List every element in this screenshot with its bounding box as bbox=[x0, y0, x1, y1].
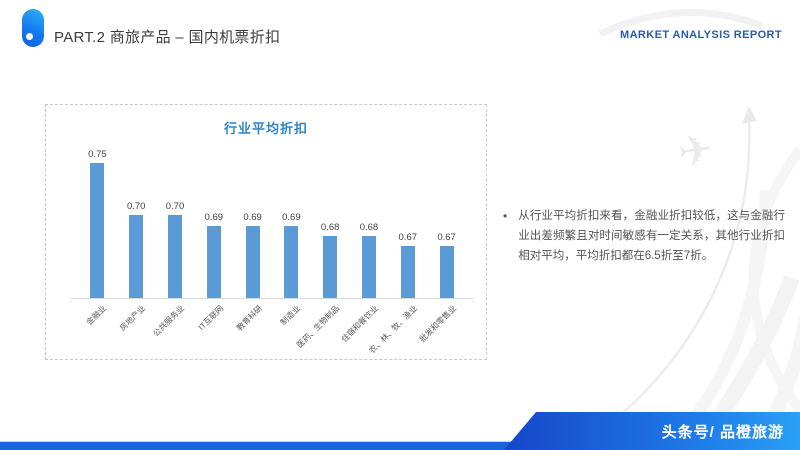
footer-source-label: 头条号/ 品橙旅游 bbox=[661, 423, 784, 441]
bar-value-label: 0.67 bbox=[398, 232, 418, 243]
bar-column: 0.68 医药、生物制品 bbox=[295, 105, 350, 350]
bar-value-label: 0.69 bbox=[282, 212, 301, 223]
bar-value-label: 0.68 bbox=[359, 222, 379, 233]
bar-column: 0.70 公共服务业 bbox=[151, 105, 195, 338]
bar-column: 0.68 住宿和餐饮业 bbox=[340, 105, 389, 344]
contrail-arc-main bbox=[573, 119, 751, 450]
logo-icon bbox=[22, 9, 44, 47]
bar-column: 0.67 批发和零售业 bbox=[417, 105, 466, 344]
chart-title: 行业平均折扣 bbox=[223, 121, 308, 136]
bar-column: 0.69 教育科研 bbox=[233, 105, 272, 333]
bullet-marker: • bbox=[503, 209, 508, 223]
bar-value-label: 0.67 bbox=[437, 232, 456, 243]
category-label: 公共服务业 bbox=[151, 303, 187, 339]
bar-column: 0.70 房地产业 bbox=[117, 105, 156, 333]
bar bbox=[206, 226, 221, 298]
bar bbox=[167, 215, 182, 298]
footer-band: 头条号/ 品橙旅游 bbox=[504, 412, 800, 450]
bar-column: 0.69 IT互联网 bbox=[194, 105, 233, 332]
bar bbox=[439, 246, 454, 298]
airplane-icon: ✈ bbox=[674, 124, 717, 177]
bar bbox=[323, 236, 338, 298]
bar bbox=[90, 163, 105, 298]
chart-panel: 行业平均折扣 0.75 金融业 0.70 房地产业 0.70 公共服务业 0.69 IT互联网… bbox=[45, 104, 487, 360]
bar-value-label: 0.70 bbox=[165, 201, 185, 212]
bar-value-label: 0.69 bbox=[243, 212, 262, 223]
swoosh-band-2 bbox=[748, 146, 800, 414]
category-label: 制造业 bbox=[279, 303, 303, 328]
bar-plot: 0.75 金融业 0.70 房地产业 0.70 公共服务业 0.69 IT互联网 0.69 教育科… bbox=[74, 105, 470, 355]
bar-column: 0.69 制造业 bbox=[272, 105, 311, 327]
bar bbox=[361, 236, 376, 298]
x-axis-line bbox=[70, 298, 474, 299]
bar bbox=[245, 226, 260, 298]
page-title: PART.2 商旅产品 – 国内机票折扣 bbox=[54, 29, 281, 46]
report-label: MARKET ANALYSIS REPORT bbox=[620, 29, 782, 41]
footer-strip bbox=[0, 441, 800, 450]
arrowhead-icon bbox=[742, 106, 757, 124]
bar bbox=[284, 226, 299, 298]
category-label: 教育科研 bbox=[234, 303, 264, 333]
bar-value-label: 0.70 bbox=[126, 201, 146, 212]
bar bbox=[400, 246, 415, 298]
insight-panel: • 从行业平均折扣来看，金融业折扣较低，这与金融行业出差频繁且对时间敏感有一定关… bbox=[503, 206, 785, 266]
category-label: 批发和零售业 bbox=[417, 303, 458, 345]
category-label: 房地产业 bbox=[118, 303, 148, 333]
category-label: IT互联网 bbox=[196, 303, 225, 333]
logo-dot bbox=[26, 33, 33, 40]
bar-value-label: 0.75 bbox=[88, 149, 107, 160]
bar-column: 0.75 金融业 bbox=[78, 105, 117, 327]
bar bbox=[129, 215, 144, 298]
bar-column: 0.67 农、林、牧、渔业 bbox=[367, 105, 427, 355]
category-label: 金融业 bbox=[85, 303, 109, 328]
bar-value-label: 0.68 bbox=[320, 222, 340, 233]
category-label: 住宿和餐饮业 bbox=[339, 303, 381, 345]
insight-text: 从行业平均折扣来看，金融业折扣较低，这与金融行业出差频繁且对时间敏感有一定关系，… bbox=[518, 210, 785, 263]
bar-value-label: 0.69 bbox=[204, 212, 224, 223]
